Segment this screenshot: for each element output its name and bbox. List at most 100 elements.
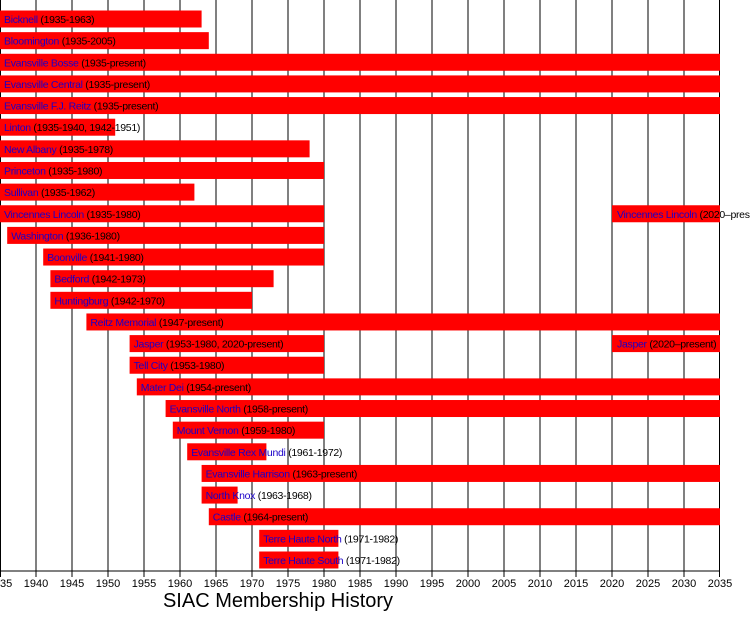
x-tick-label: 1980 bbox=[312, 578, 336, 590]
membership-bar bbox=[0, 205, 324, 223]
school-name: Jasper bbox=[134, 339, 165, 351]
school-name: Mount Vernon bbox=[177, 425, 239, 437]
membership-years: (1942-1973) bbox=[89, 274, 146, 286]
school-name: Jasper bbox=[617, 339, 648, 351]
membership-years: (1941-1980) bbox=[87, 252, 144, 264]
x-axis: 35 1940 1945 1950 1955 1960 1965 1970 1975 1980 19… bbox=[0, 570, 732, 590]
bar-label: Mount Vernon (1959-1980) bbox=[177, 425, 295, 437]
bar-label: Terre Haute North (1971-1982) bbox=[263, 533, 398, 545]
bar-label: Evansville Harrison (1963-present) bbox=[206, 468, 357, 480]
bar-label: Sullivan (1935-1962) bbox=[4, 187, 95, 199]
x-tick-label: 1940 bbox=[24, 578, 48, 590]
x-tick-label: 2035 bbox=[708, 578, 732, 590]
membership-years: (1963-present) bbox=[290, 468, 357, 480]
membership-years: (1953-1980) bbox=[168, 360, 225, 372]
membership-bar bbox=[0, 140, 310, 158]
school-name: Boonville bbox=[47, 252, 87, 264]
school-name: Huntingburg bbox=[54, 295, 108, 307]
bar-label: Boonville (1941-1980) bbox=[47, 252, 143, 264]
membership-bar bbox=[7, 226, 324, 244]
x-tick-label: 1985 bbox=[348, 578, 372, 590]
membership-bar bbox=[0, 75, 720, 93]
school-name: Mater Dei bbox=[141, 382, 184, 394]
membership-bar bbox=[0, 53, 720, 71]
bar-label: Evansville Rex Mundi (1961-1972) bbox=[191, 447, 342, 459]
x-tick-label: 1955 bbox=[132, 578, 156, 590]
membership-bar bbox=[50, 291, 253, 309]
school-name: Evansville Central bbox=[4, 79, 83, 91]
membership-years: (1963-1968) bbox=[255, 490, 312, 502]
x-tick-label: 1990 bbox=[384, 578, 408, 590]
membership-bar bbox=[0, 32, 209, 50]
bar-label: Vincennes Lincoln (1935-1980) bbox=[4, 209, 140, 221]
bar-label: Jasper (2020–present) bbox=[617, 339, 716, 351]
x-tick-label: 2000 bbox=[456, 578, 480, 590]
school-name: Evansville Rex Mundi bbox=[191, 447, 285, 459]
x-tick-label: 2010 bbox=[528, 578, 552, 590]
bar-label: Castle (1964-present) bbox=[213, 512, 308, 524]
x-tick-label: 2020 bbox=[600, 578, 624, 590]
bar-label: Linton (1935-1940, 1942-1951) bbox=[4, 122, 140, 134]
x-tick-label: 1965 bbox=[204, 578, 228, 590]
bar-label: Reitz Memorial (1947-present) bbox=[90, 317, 223, 329]
x-tick-label: 1960 bbox=[168, 578, 192, 590]
membership-bar bbox=[612, 205, 720, 223]
bar-label: Terre Haute South (1971-1982) bbox=[263, 555, 400, 567]
membership-years: (1954-present) bbox=[184, 382, 251, 394]
school-name: Linton bbox=[4, 122, 31, 134]
membership-bar bbox=[201, 486, 238, 504]
membership-years: (1935-present) bbox=[83, 79, 150, 91]
school-name: Bloomington bbox=[4, 36, 60, 48]
school-name: Vincennes Lincoln bbox=[617, 209, 697, 221]
bar-label: Bloomington (1935-2005) bbox=[4, 36, 116, 48]
bar-label: Mater Dei (1954-present) bbox=[141, 382, 251, 394]
chart-title: SIAC Membership History bbox=[163, 590, 393, 612]
membership-years: (1935-2005) bbox=[59, 36, 116, 48]
membership-years: (1961-1972) bbox=[286, 447, 343, 459]
membership-bar bbox=[50, 270, 274, 288]
bar-label: New Albany (1935-1978) bbox=[4, 144, 113, 156]
bar-label: Bicknell (1935-1963) bbox=[4, 14, 94, 26]
membership-years: (2020–present) bbox=[697, 209, 750, 221]
membership-bar bbox=[129, 335, 324, 353]
membership-years: (1947-present) bbox=[156, 317, 223, 329]
bar-label: Bedford (1942-1973) bbox=[54, 274, 145, 286]
membership-years: (1964-present) bbox=[241, 512, 308, 524]
membership-years: (1935-1980) bbox=[84, 209, 141, 221]
membership-years: (2020–present) bbox=[647, 339, 717, 351]
membership-bar bbox=[165, 400, 721, 418]
membership-bar bbox=[86, 313, 720, 331]
bar-label: Tell City (1953-1980) bbox=[134, 360, 225, 372]
school-name: Reitz Memorial bbox=[90, 317, 156, 329]
school-name: Castle bbox=[213, 512, 241, 524]
membership-years: (1935-1980) bbox=[46, 165, 103, 177]
membership-years: (1959-1980) bbox=[239, 425, 296, 437]
membership-bar bbox=[136, 378, 721, 396]
membership-years: (1935-1963) bbox=[38, 14, 95, 26]
membership-bar bbox=[259, 529, 339, 547]
bar-label: Jasper (1953-1980, 2020-present) bbox=[134, 339, 284, 351]
membership-years: (1971-1982) bbox=[342, 533, 399, 545]
x-tick-label: 2025 bbox=[636, 578, 660, 590]
school-name: Evansville Harrison bbox=[206, 468, 291, 480]
bar-label: Princeton (1935-1980) bbox=[4, 165, 102, 177]
school-name: New Albany bbox=[4, 144, 57, 156]
school-name: Evansville Bosse bbox=[4, 57, 79, 69]
school-name: Princeton bbox=[4, 165, 46, 177]
school-name: Terre Haute North bbox=[263, 533, 342, 545]
membership-bar bbox=[0, 10, 202, 28]
x-tick-label: 1995 bbox=[420, 578, 444, 590]
membership-years: (1935-1978) bbox=[56, 144, 113, 156]
bar-label: Washington (1936-1980) bbox=[11, 230, 120, 242]
bar-label: Evansville North (1958-present) bbox=[170, 404, 308, 416]
membership-bar bbox=[0, 161, 324, 179]
bar-label: Vincennes Lincoln (2020–present) bbox=[617, 209, 750, 221]
school-name: Tell City bbox=[134, 360, 169, 372]
membership-years: (1935-1962) bbox=[38, 187, 95, 199]
school-name: Evansville F.J. Reitz bbox=[4, 101, 91, 113]
membership-bar bbox=[0, 118, 116, 136]
membership-bar bbox=[172, 421, 324, 439]
x-tick-label: 2030 bbox=[672, 578, 696, 590]
membership-years: (1953-1980, 2020-present) bbox=[163, 339, 283, 351]
membership-years: (1958-present) bbox=[241, 404, 308, 416]
